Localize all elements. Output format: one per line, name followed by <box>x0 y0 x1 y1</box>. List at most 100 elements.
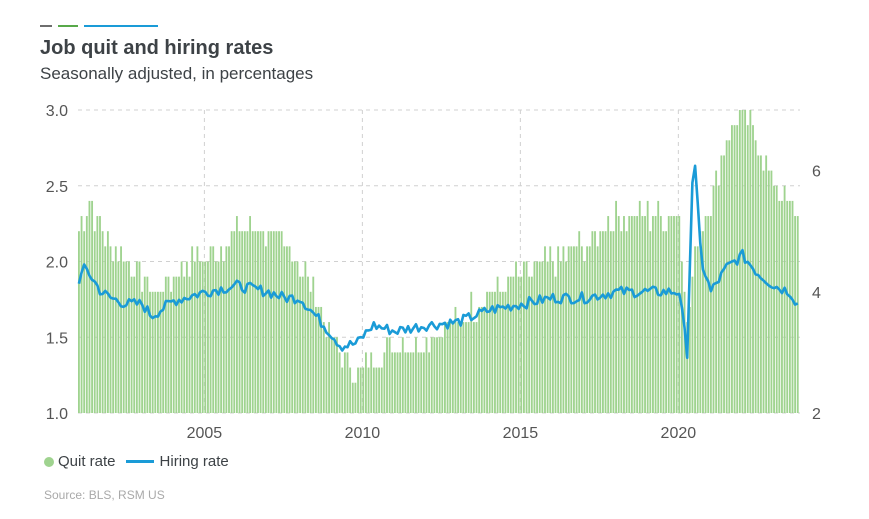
quit-rate-bar <box>686 322 689 413</box>
quit-rate-bar <box>207 261 209 413</box>
quit-rate-bar <box>738 110 741 413</box>
quit-rate-bar <box>259 231 262 413</box>
left-axis-ticks: 1.0 1.5 2.0 2.5 3.0 <box>46 103 68 423</box>
quit-rate-bar <box>462 322 465 413</box>
quit-rate-bar <box>146 276 149 413</box>
quit-rate-bar <box>683 291 686 413</box>
quit-rate-bar <box>723 155 725 413</box>
right-tick-label: 4 <box>812 285 821 302</box>
quit-rate-bar <box>199 261 201 413</box>
quit-rate-bar <box>709 216 712 413</box>
quit-rate-bar <box>678 216 681 413</box>
quit-rate-bar <box>559 261 562 413</box>
quit-rate-bar <box>80 216 83 413</box>
quit-rate-bar <box>570 246 573 413</box>
quit-rate-bar <box>591 231 594 413</box>
quit-rate-bar <box>91 200 94 413</box>
legend: Quit rate Hiring rate <box>44 453 229 470</box>
chart-subtitle: Seasonally adjusted, in percentages <box>40 64 314 83</box>
quit-rate-bar <box>433 337 436 413</box>
quit-rate-bar <box>430 337 433 413</box>
quit-rate-bar <box>741 110 744 413</box>
quit-rate-bar <box>451 322 454 413</box>
quit-rate-bar <box>217 261 220 413</box>
left-tick-label: 1.0 <box>46 406 68 423</box>
quit-rate-bar <box>201 261 204 413</box>
quit-rate-bar <box>138 261 141 413</box>
quit-rate-bar <box>407 352 409 413</box>
quit-rate-bar <box>172 276 175 413</box>
quit-rate-bar <box>341 367 344 413</box>
quit-rate-bar <box>425 337 428 413</box>
quit-rate-bar <box>781 200 783 413</box>
quit-rate-bar <box>336 337 338 413</box>
quit-rate-bar <box>122 261 125 413</box>
quit-rate-bar <box>99 216 101 413</box>
quit-rate-bar <box>601 231 604 413</box>
quit-rate-bar <box>114 246 117 413</box>
quit-rate-bar <box>712 185 715 413</box>
quit-rate-bar <box>665 231 668 413</box>
quit-rate-bar <box>641 216 644 413</box>
quit-rate-bar <box>475 322 478 413</box>
quit-rate-bar <box>254 231 257 413</box>
quit-rate-bar <box>625 231 628 413</box>
quit-rate-bar <box>617 216 620 413</box>
quit-rate-bar <box>654 216 657 413</box>
quit-rate-bar <box>454 306 457 413</box>
quit-rate-bar <box>657 200 660 413</box>
quit-rate-bar <box>291 261 294 413</box>
quit-rate-bar <box>580 246 583 413</box>
quit-rate-bar <box>351 382 354 413</box>
quit-rate-bar <box>135 261 138 413</box>
quit-rate-bar <box>257 231 259 413</box>
source-note: Source: BLS, RSM US <box>44 488 165 502</box>
quit-rate-bar <box>233 231 236 413</box>
quit-rate-bar <box>370 352 373 413</box>
quit-rate-bar <box>320 306 323 413</box>
quit-rate-bar <box>365 352 367 413</box>
accent-bar-blue <box>84 25 158 27</box>
quit-rate-bar <box>620 231 623 413</box>
quit-rate-bar <box>457 322 460 413</box>
quit-rate-legend-icon <box>44 456 54 467</box>
quit-rate-bar <box>717 185 720 413</box>
quit-rate-bar <box>391 352 394 413</box>
quit-rate-bar <box>357 367 359 413</box>
quit-rate-bar <box>225 246 228 413</box>
quit-rate-bar <box>301 276 304 413</box>
quit-rate-bar <box>702 231 704 413</box>
quit-rate-bar <box>288 246 291 413</box>
quit-rate-bar <box>786 200 789 413</box>
quit-rate-bar <box>699 231 702 413</box>
quit-rate-bar <box>470 291 473 413</box>
quit-rate-bar <box>333 337 336 413</box>
quit-rate-bar <box>375 367 378 413</box>
quit-rate-bar <box>415 337 417 413</box>
quit-rate-bar <box>299 276 302 413</box>
quit-rate-bar <box>349 367 352 413</box>
quit-rate-bar <box>193 261 196 413</box>
quit-rate-bar <box>522 261 525 413</box>
quit-rate-bar <box>449 322 452 413</box>
quit-rate-bar <box>520 276 523 413</box>
quit-rate-bar <box>541 261 544 413</box>
quit-rate-bar <box>688 306 691 413</box>
quit-rate-bar <box>488 291 491 413</box>
quit-rate-bar <box>459 322 462 413</box>
quit-rate-bar <box>383 352 386 413</box>
quit-rate-bar <box>575 246 578 413</box>
x-tick-label: 2020 <box>661 425 697 442</box>
quit-rate-bar <box>117 261 120 413</box>
quit-rate-bar <box>444 322 446 413</box>
quit-rate-bar <box>420 352 423 413</box>
quit-rate-bar <box>517 276 520 413</box>
x-axis-ticks: 2005 2010 2015 2020 <box>187 425 697 442</box>
quit-rate-bar <box>480 306 483 413</box>
quit-rate-bar <box>736 125 739 414</box>
quit-rate-bar <box>538 261 541 413</box>
quit-rate-bar <box>715 170 718 413</box>
quit-rate-bar <box>680 261 683 413</box>
quit-rate-bar <box>546 261 549 413</box>
quit-rate-bar <box>554 276 557 413</box>
